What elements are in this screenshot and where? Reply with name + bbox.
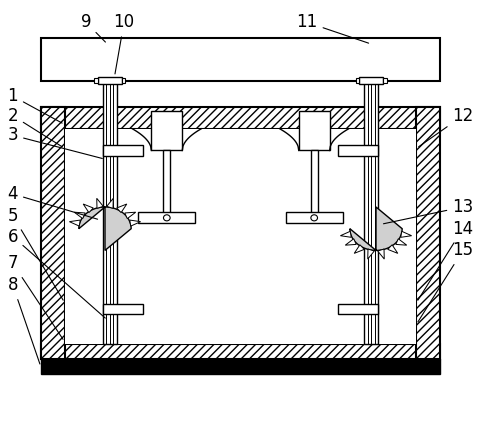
Bar [41,37,439,81]
Bar [41,107,64,359]
Polygon shape [353,245,363,253]
Text: 10: 10 [113,13,134,74]
Polygon shape [387,245,397,253]
Bar [64,129,416,344]
Bar [138,213,195,223]
Text: 11: 11 [296,13,368,43]
Polygon shape [340,231,350,237]
Bar [94,78,97,83]
Text: 5: 5 [8,207,63,300]
Bar [298,111,329,150]
Bar [416,107,439,359]
Bar [359,77,383,84]
Polygon shape [400,231,411,237]
Text: 14: 14 [417,220,472,300]
Bar [102,81,117,344]
Text: 4: 4 [8,185,97,219]
Bar [363,81,378,344]
Bar [151,111,182,150]
Bar [41,344,439,359]
Text: 8: 8 [8,276,40,364]
Polygon shape [349,207,401,250]
Text: 1: 1 [8,87,62,123]
Circle shape [310,215,317,221]
Text: 7: 7 [8,254,63,339]
Bar [337,304,378,315]
Text: 2: 2 [8,107,62,147]
Polygon shape [367,249,373,259]
Polygon shape [124,212,135,219]
Polygon shape [83,204,93,213]
Text: 12: 12 [418,107,472,147]
Text: 3: 3 [8,126,102,158]
Bar [41,107,439,129]
Bar [355,78,359,83]
Text: 15: 15 [417,242,472,322]
Polygon shape [79,207,131,250]
Bar [97,77,121,84]
Polygon shape [74,212,85,219]
Text: 9: 9 [81,13,105,42]
Bar [163,150,170,218]
Polygon shape [130,220,140,226]
Bar [383,78,386,83]
Bar [41,359,439,374]
Polygon shape [377,249,384,259]
Circle shape [163,215,170,221]
Bar [102,304,143,315]
Bar [102,145,143,156]
Polygon shape [117,204,127,213]
Polygon shape [69,220,80,226]
Polygon shape [395,239,406,245]
Polygon shape [107,198,113,208]
Polygon shape [345,239,356,245]
Bar [337,145,378,156]
Bar [121,78,125,83]
Text: 6: 6 [8,227,105,318]
Bar [310,150,317,218]
Text: 13: 13 [383,198,472,224]
Bar [285,213,342,223]
Polygon shape [96,198,103,208]
